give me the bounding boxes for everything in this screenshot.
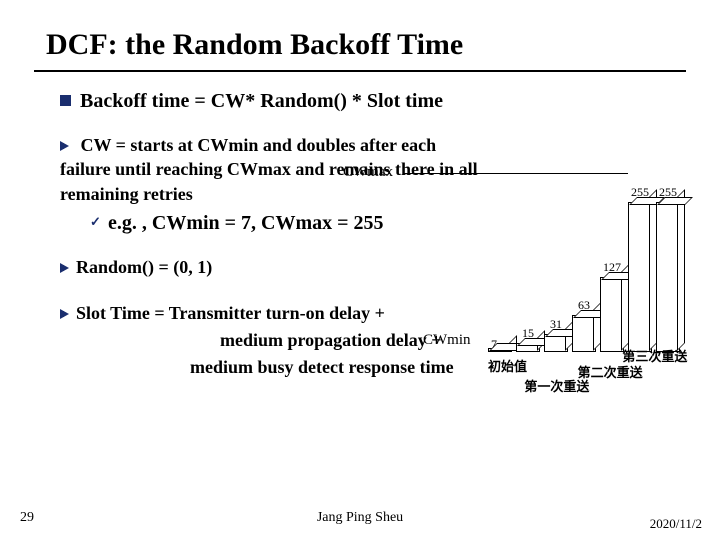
chart-bar-value: 127 [603, 260, 621, 275]
bullet-example-text: e.g. , CWmin = 7, CWmax = 255 [108, 212, 384, 234]
chart-bar-value: 255 [631, 185, 649, 200]
chart-bar [600, 277, 624, 352]
chart-axis-label: 初始值 [488, 356, 527, 375]
bullet-cw-para: CW = starts at CWmin and doubles after e… [60, 133, 480, 206]
page-number: 29 [20, 510, 34, 526]
footer-date: 2020/11/2 [650, 517, 702, 530]
slide-title: DCF: the Random Backoff Time [0, 0, 720, 68]
chart-bar-value: 31 [550, 317, 562, 332]
chart-bar-value: 63 [578, 298, 590, 313]
chart-bar [516, 343, 540, 352]
bullet-cw-text: CW = starts at CWmin and doubles after e… [60, 135, 478, 204]
chart-bar [544, 334, 568, 352]
chart-bar [656, 202, 680, 352]
footer-author: Jang Ping Sheu [317, 510, 403, 526]
chart-bar [628, 202, 652, 352]
arrow-bullet-icon [60, 263, 69, 273]
bullet-random-text: Random() = (0, 1) [76, 257, 212, 277]
cwmin-label: CWmin [423, 332, 471, 349]
chart-bar-value: 255 [659, 185, 677, 200]
chart-bar-value: 15 [522, 326, 534, 341]
chart-bar-value: 7 [491, 337, 497, 352]
chart-axis-label: 第三次重送 [622, 346, 687, 365]
square-bullet-icon [60, 95, 71, 106]
cwmax-leader-line [403, 173, 628, 174]
arrow-bullet-icon [60, 141, 69, 151]
bullet-main: Backoff time = CW* Random() * Slot time [60, 90, 720, 113]
cw-bar-chart: CWmax CWmin 7153163127255255初始值第一次重送第二次重… [488, 170, 698, 400]
arrow-bullet-icon [60, 309, 69, 319]
cwmax-label: CWmax [343, 164, 393, 181]
chart-bar [572, 315, 596, 352]
slot-line-1: Slot Time = Transmitter turn-on delay + [76, 303, 385, 323]
check-bullet-icon [90, 217, 102, 229]
bullet-main-text: Backoff time = CW* Random() * Slot time [80, 90, 443, 112]
